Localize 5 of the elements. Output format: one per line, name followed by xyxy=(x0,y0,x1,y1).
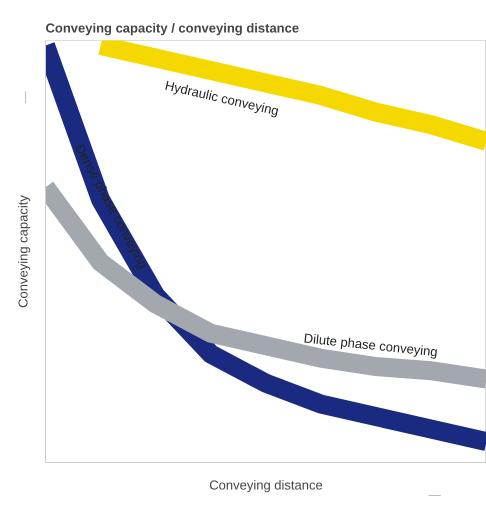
y-axis-title: Conveying capacity xyxy=(16,194,30,308)
text: Dilute phase conveying xyxy=(303,330,438,360)
chart-title: Conveying capacity / conveying distance xyxy=(46,20,300,36)
x-axis-title: Conveying distance xyxy=(209,478,323,492)
text: Hydraulic conveying xyxy=(164,78,280,118)
